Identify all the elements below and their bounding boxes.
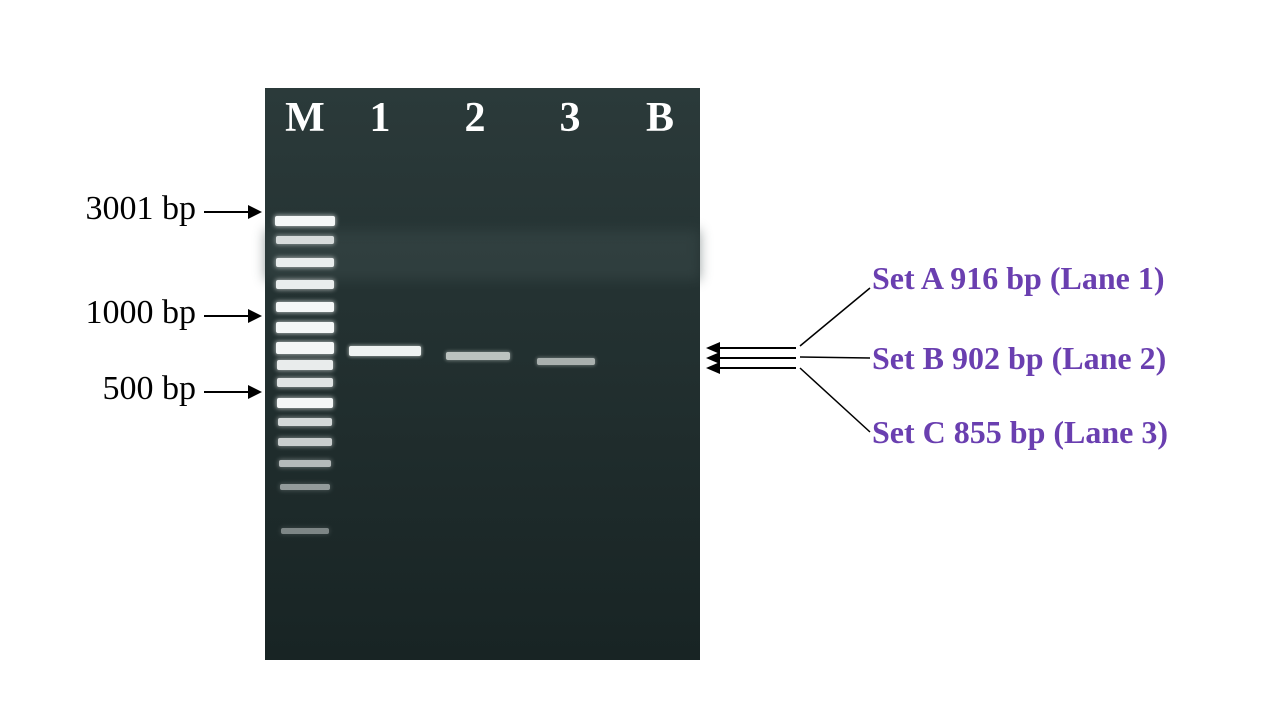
sample-band-lane2 <box>446 352 510 360</box>
ladder-band <box>276 258 334 267</box>
lane-header-m: M <box>285 94 325 142</box>
ladder-band <box>276 342 334 354</box>
set-label: Set A 916 bp (Lane 1) <box>872 260 1164 297</box>
ladder-band <box>281 528 329 534</box>
leader-line <box>800 357 870 358</box>
size-label: 3001 bp <box>86 190 197 228</box>
ladder-band <box>276 302 334 312</box>
lane-header-3: 3 <box>560 94 581 142</box>
ladder-band <box>276 322 334 333</box>
band-arrow-head-icon <box>706 342 720 354</box>
set-label: Set B 902 bp (Lane 2) <box>872 340 1166 377</box>
ladder-band <box>277 360 333 370</box>
gel-image <box>265 88 700 660</box>
ladder-band <box>277 378 333 387</box>
lane-header-1: 1 <box>370 94 391 142</box>
sample-band-lane3 <box>537 358 595 365</box>
ladder-band <box>278 438 332 446</box>
lane-header-2: 2 <box>465 94 486 142</box>
ladder-band <box>278 418 332 426</box>
ladder-band <box>275 216 335 226</box>
arrow-right-head-icon <box>248 205 262 219</box>
arrow-right-head-icon <box>248 385 262 399</box>
figure-stage: M1 2 3 B 3001 bp 1000 bp 500 bp Set A 916 bp (L… <box>0 0 1280 720</box>
size-label: 500 bp <box>103 370 197 408</box>
leader-line <box>800 288 870 346</box>
set-label: Set C 855 bp (Lane 3) <box>872 414 1168 451</box>
arrow-right-head-icon <box>248 309 262 323</box>
size-label: 1000 bp <box>86 294 197 332</box>
leader-line <box>800 368 870 432</box>
band-arrow-head-icon <box>706 362 720 374</box>
ladder-band <box>279 460 331 467</box>
ladder-band <box>276 280 334 289</box>
ladder-band <box>276 236 334 244</box>
band-arrow-head-icon <box>706 352 720 364</box>
ladder-band <box>277 398 333 408</box>
ladder-band <box>280 484 330 490</box>
sample-band-lane1 <box>349 346 421 356</box>
lane-header-b: B <box>646 94 674 142</box>
